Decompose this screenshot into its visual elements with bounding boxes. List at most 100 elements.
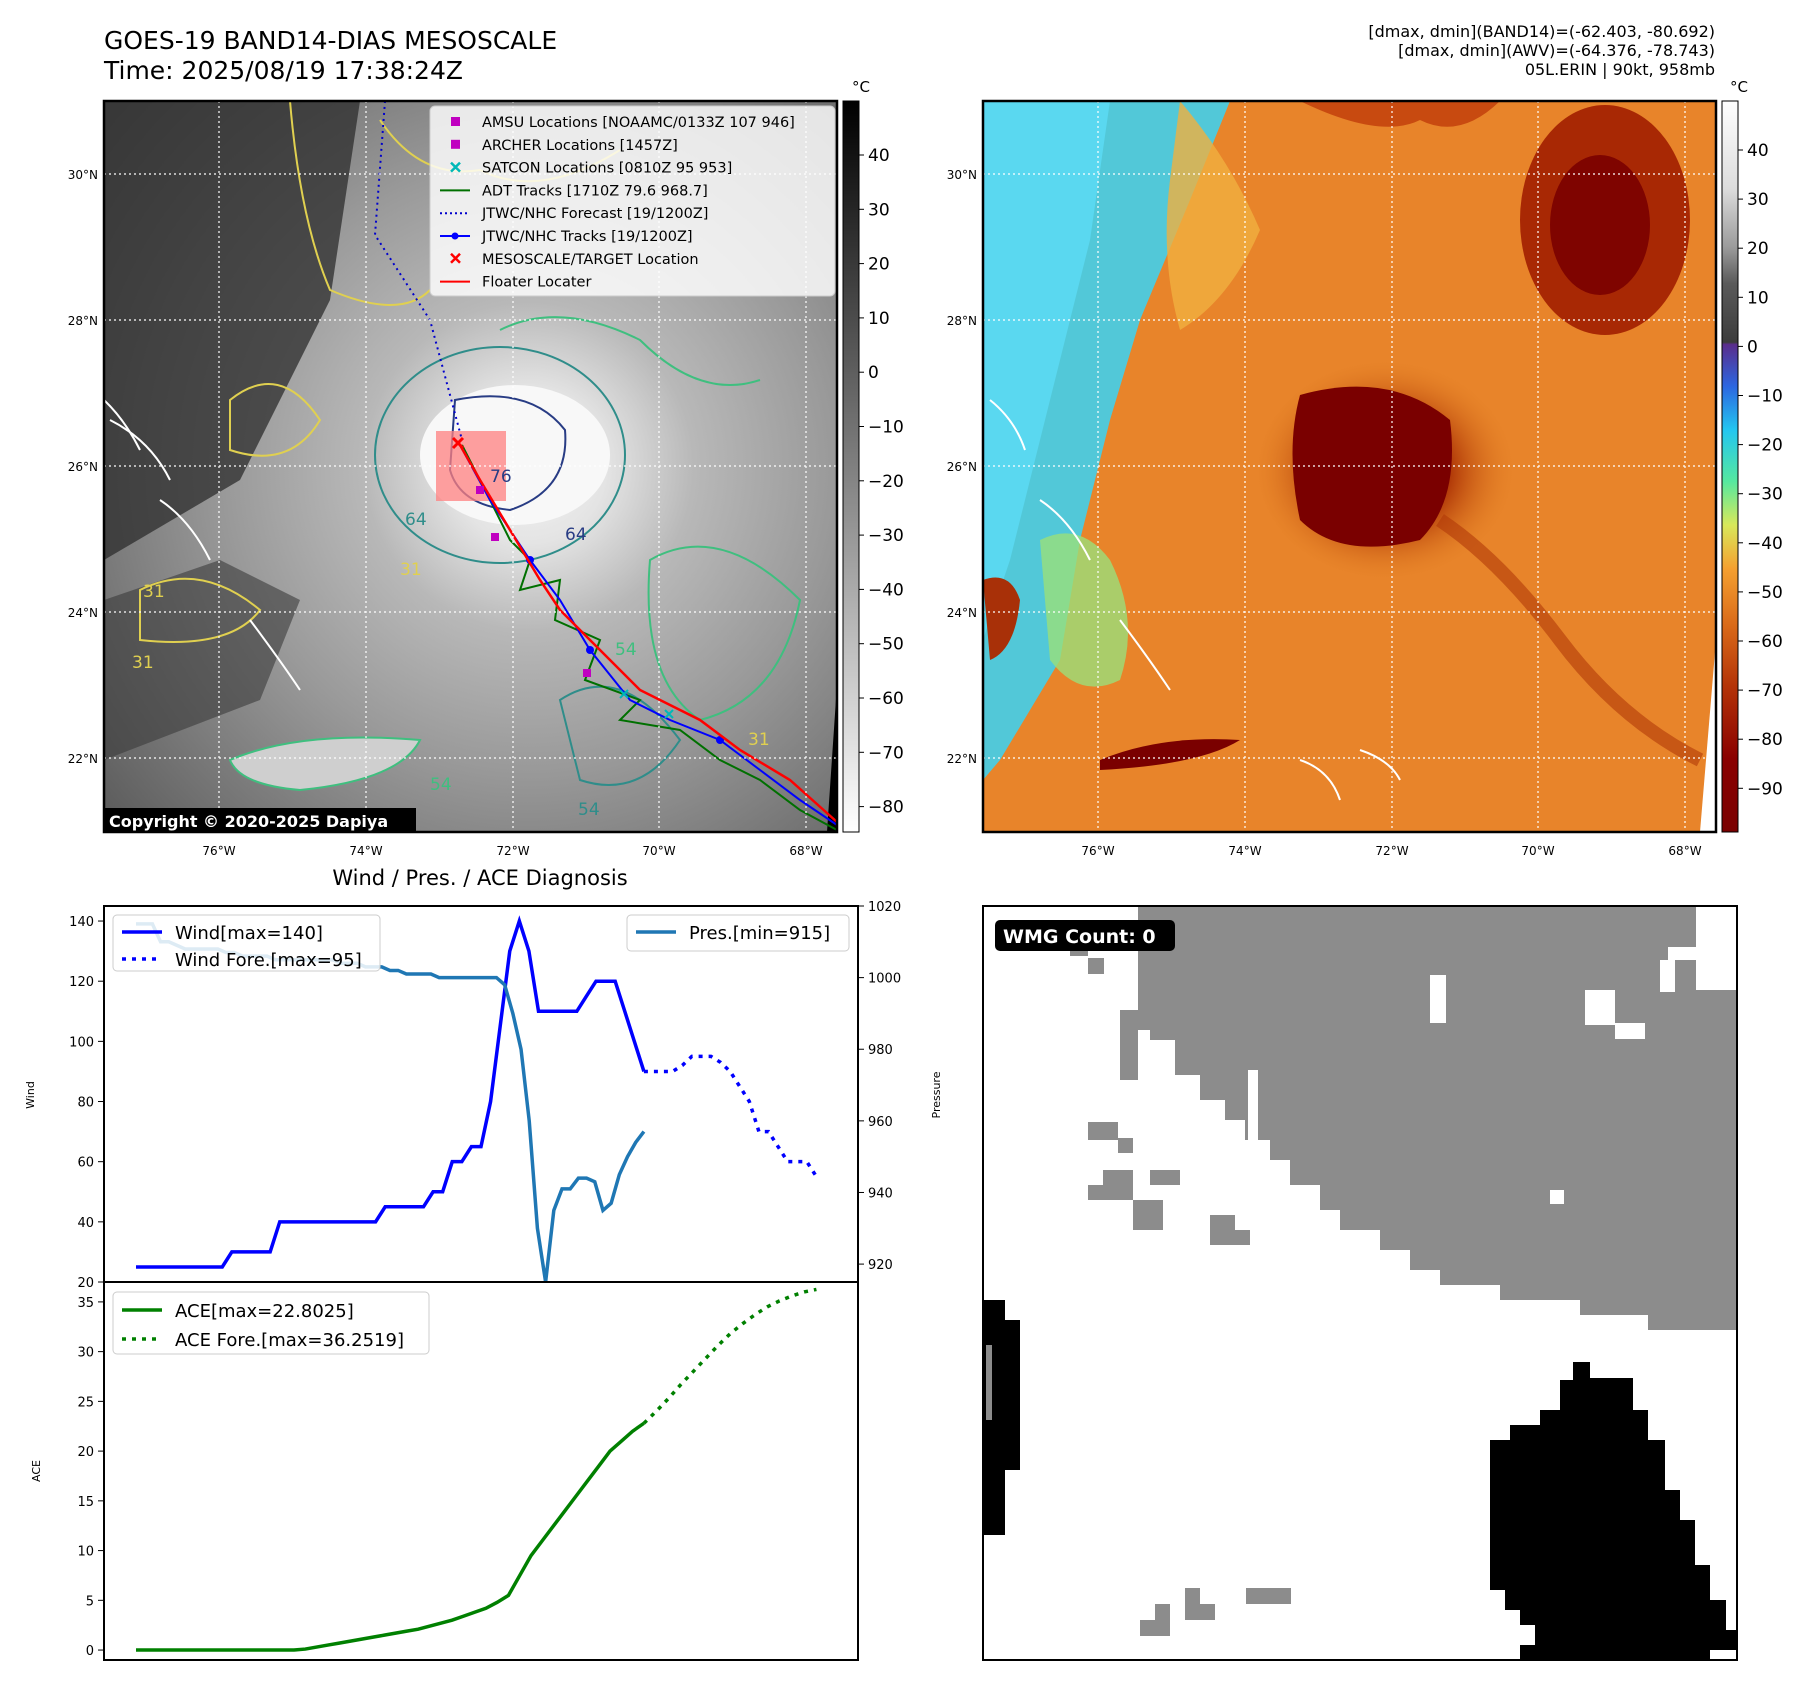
- contour-label: 54: [615, 640, 637, 660]
- contour-label: 31: [132, 653, 154, 673]
- colorbar-label: 30: [868, 200, 890, 220]
- contour-label: 54: [578, 800, 600, 820]
- legend-pressure: Pres.[min=915]: [689, 923, 830, 944]
- legend-label: JTWC/NHC Tracks [19/1200Z]: [481, 229, 693, 245]
- legend-label: ARCHER Locations [1457Z]: [482, 138, 678, 154]
- lat-label: 24°N: [68, 606, 98, 620]
- pressure-ytick-label: 980: [868, 1043, 893, 1058]
- legend-label: JTWC/NHC Forecast [19/1200Z]: [481, 206, 708, 222]
- pressure-ytick-label: 1020: [868, 900, 901, 915]
- colorbar-label: 40: [868, 146, 890, 166]
- diagnosis-title: Wind / Pres. / ACE Diagnosis: [332, 866, 627, 890]
- lon-label: 68°W: [1668, 844, 1701, 858]
- wind-axis: 20 40 60 80 100 120 140: [69, 915, 104, 1291]
- colorbar-label: −60: [868, 689, 904, 709]
- legend-label: MESOSCALE/TARGET Location: [482, 252, 699, 268]
- ir-contour-labels: 76 64 64 31 31 31 54 54 54 31: [132, 467, 770, 820]
- legend-label: SATCON Locations [0810Z 95 953]: [482, 161, 732, 177]
- lat-label: 28°N: [947, 314, 977, 328]
- info-line-1: [dmax, dmin](BAND14)=(-62.403, -80.692): [1368, 22, 1715, 41]
- wind-legend: Wind[max=140] Wind Fore.[max=95]: [112, 914, 381, 972]
- lat-label: 24°N: [947, 606, 977, 620]
- wind-ytick-label: 80: [77, 1096, 94, 1111]
- awv-grid: 30°N 28°N 26°N 24°N 22°N 76°W 74°W 72°W 70°W 68°W: [947, 101, 1716, 858]
- lon-label: 70°W: [1521, 844, 1554, 858]
- pressure-legend: Pres.[min=915]: [626, 914, 850, 952]
- colorbar-label: 20: [1747, 239, 1769, 259]
- colorbar-label: 10: [1747, 288, 1769, 308]
- wind-ytick-label: 40: [77, 1216, 94, 1231]
- contour-label: 76: [490, 467, 512, 487]
- ace-ytick-label: 10: [77, 1545, 94, 1560]
- ace-ytick-label: 25: [77, 1395, 94, 1410]
- contour-label: 64: [405, 510, 427, 530]
- left-colorbar: [842, 100, 860, 833]
- colorbar-label: −40: [1747, 534, 1783, 554]
- colorbar-label: −80: [1747, 730, 1783, 750]
- wind-ytick-label: 60: [77, 1156, 94, 1171]
- wmg-count-box: [995, 920, 1175, 951]
- contour-label: 31: [400, 560, 422, 580]
- lon-label: 76°W: [1081, 844, 1114, 858]
- colorbar-label: 0: [868, 363, 879, 383]
- pressure-ylabel: Pressure: [930, 1071, 943, 1118]
- wind-ylabel: Wind: [24, 1081, 37, 1109]
- figure-title: GOES-19 BAND14-DIAS MESOSCALE Time: 2025…: [104, 26, 557, 86]
- colorbar-label: −10: [868, 418, 904, 438]
- wind-ytick-label: 120: [69, 975, 94, 990]
- colorbar-label: −30: [1747, 485, 1783, 505]
- legend-label: Floater Locater: [482, 275, 591, 291]
- legend-ace-fore: ACE Fore.[max=36.2519]: [175, 1330, 404, 1351]
- colorbar-label: −70: [1747, 681, 1783, 701]
- lat-label: 28°N: [68, 314, 98, 328]
- pressure-ytick-label: 940: [868, 1186, 893, 1201]
- colorbar-label: −20: [1747, 436, 1783, 456]
- colorbar-label: −70: [868, 743, 904, 763]
- lat-label: 26°N: [68, 460, 98, 474]
- legend-wind: Wind[max=140]: [175, 923, 323, 944]
- colorbar-label: −30: [868, 526, 904, 546]
- ace-legend: ACE[max=22.8025] ACE Fore.[max=36.2519]: [112, 1291, 430, 1355]
- contour-label: 31: [143, 582, 165, 602]
- right-colorbar-ticks: 40 30 20 10 0 −10 −20 −30 −40 −50 −60 −70 −80 −90: [1738, 141, 1783, 799]
- pressure-ytick-label: 1000: [868, 972, 901, 987]
- right-colorbar-unit: °C: [1730, 78, 1748, 96]
- wmg-count: WMG Count: 0: [1003, 926, 1156, 948]
- legend-marker: [450, 161, 461, 173]
- title-line-2: Time: 2025/08/19 17:38:24Z: [104, 56, 463, 85]
- ace-ytick-label: 20: [77, 1445, 94, 1460]
- colorbar-label: −40: [868, 580, 904, 600]
- legend-marker: [451, 117, 460, 126]
- ace-ytick-label: 5: [86, 1594, 94, 1609]
- contour-label: 54: [430, 775, 452, 795]
- lon-label: 74°W: [1228, 844, 1261, 858]
- colorbar-label: −20: [868, 472, 904, 492]
- colorbar-label: 20: [868, 255, 890, 275]
- wind-ytick-label: 100: [69, 1035, 94, 1050]
- ace-axis: 0 5 10 15 20 25 30 35: [77, 1296, 104, 1659]
- lon-label: 70°W: [642, 844, 675, 858]
- lon-label: 74°W: [349, 844, 382, 858]
- wind-line: [136, 915, 646, 1269]
- left-colorbar-unit: °C: [852, 78, 870, 96]
- colorbar-label: 30: [1747, 190, 1769, 210]
- wind-ytick-label: 140: [69, 915, 94, 930]
- pressure-ytick-label: 920: [868, 1258, 893, 1273]
- colorbar-label: −10: [1747, 387, 1783, 407]
- ace-ytick-label: 0: [86, 1644, 94, 1659]
- contour-label: 64: [565, 525, 587, 545]
- ace-ytick-label: 15: [77, 1495, 94, 1510]
- pressure-ytick-label: 960: [868, 1115, 893, 1130]
- ace-forecast-line: [642, 1287, 817, 1425]
- lat-label: 22°N: [947, 752, 977, 766]
- colorbar-label: 0: [1747, 337, 1758, 357]
- lon-label: 72°W: [1375, 844, 1408, 858]
- legend-label: AMSU Locations [NOAAMC/0133Z 107 946]: [482, 115, 795, 131]
- colorbar-label: −50: [868, 635, 904, 655]
- ace-ylabel: ACE: [30, 1460, 43, 1482]
- ace-ytick-label: 35: [77, 1296, 94, 1311]
- wmg-map: [982, 905, 1738, 1661]
- lon-label: 68°W: [789, 844, 822, 858]
- colorbar-label: −50: [1747, 583, 1783, 603]
